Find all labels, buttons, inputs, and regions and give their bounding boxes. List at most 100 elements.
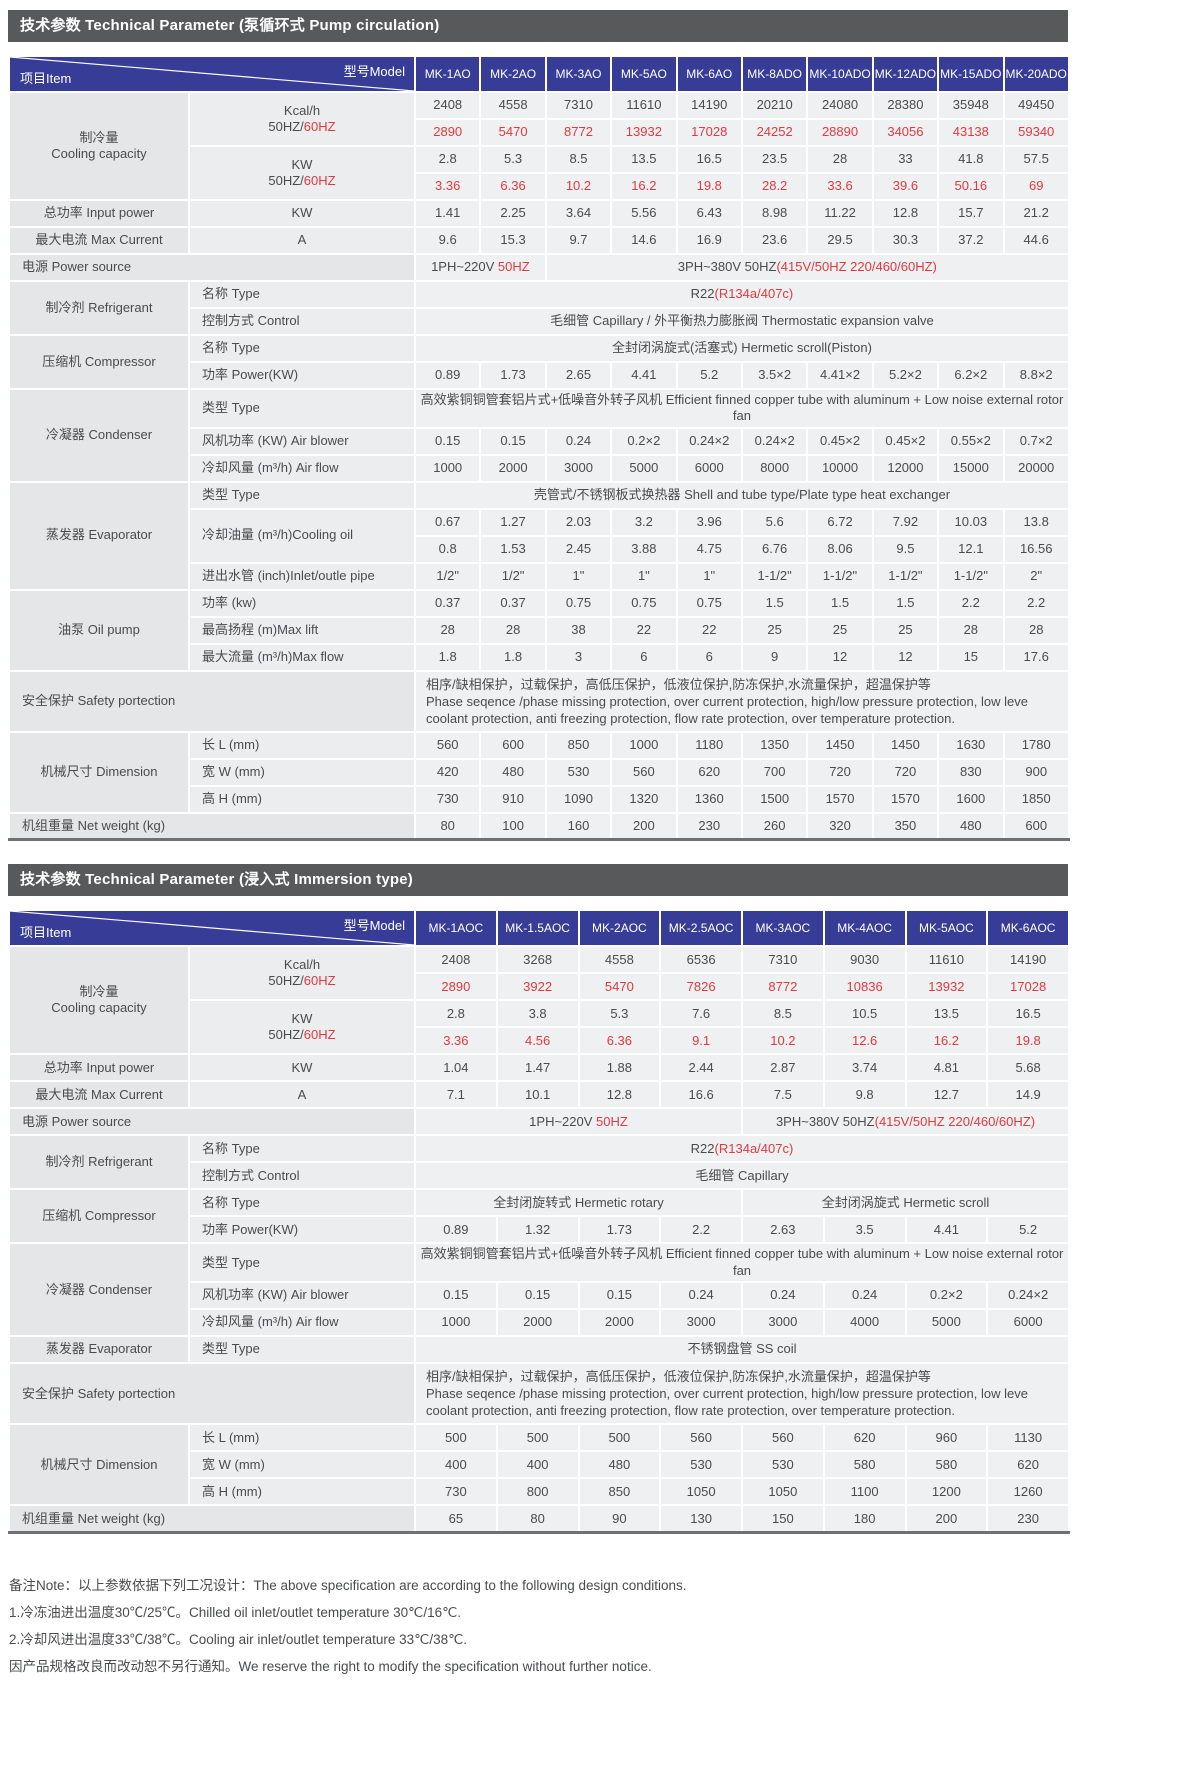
value-cell: 1180	[675, 730, 743, 760]
value-cell: 19.8	[986, 1026, 1070, 1056]
value-cell: 350	[871, 811, 940, 841]
value-cell: 1260	[986, 1477, 1070, 1507]
value-cell: 10.2	[741, 1026, 825, 1056]
value-cell: 230	[986, 1504, 1070, 1534]
group-label: 蒸发器 Evaporator	[8, 480, 190, 591]
value-cell: 1-1/2"	[871, 561, 940, 591]
model-label: 型号Model	[343, 64, 405, 79]
table-row: 安全保护 Safety portection 相序/缺相保护，过载保护，高低压保护…	[8, 1361, 1070, 1426]
value-cell: 4.81	[904, 1053, 989, 1083]
value-cell: 11.22	[806, 199, 874, 228]
red-text-segment: 60HZ	[303, 1027, 336, 1043]
value-cell: 35948	[937, 91, 1005, 120]
value-cell: 500	[577, 1423, 662, 1453]
value-cell: 4.41×2	[806, 361, 874, 390]
table-row: 高 H (mm) 730 800 850 1050 1050 1100 1200 1260	[9, 1477, 1070, 1507]
group-label: 机械尺寸 Dimension	[8, 730, 190, 814]
sub-label: 长 L (mm)	[188, 1423, 416, 1453]
value-cell: 2.8	[414, 999, 498, 1029]
value-cell: 11610	[904, 945, 989, 975]
value-cell: 10.03	[937, 507, 1005, 537]
value-cell: 6	[675, 642, 743, 672]
value-cell: 500	[495, 1423, 580, 1453]
value-cell: 2.2	[659, 1215, 743, 1245]
value-cell: 8.5	[544, 145, 613, 174]
table-row: KW 50HZ/60HZ 2.8 3.8 5.3 7.6 8.5 10.5 13.5 16.5	[9, 999, 1070, 1056]
value-cell: 28	[479, 615, 547, 645]
table-row: 最大流量 (m³/h)Max flow 1.8 1.8 3 6 6 9 12 12 15 17.6	[9, 642, 1070, 672]
value-cell: 5.3	[479, 145, 547, 174]
value-cell: 1000	[414, 1307, 498, 1337]
value-cell: 1-1/2"	[740, 561, 809, 591]
model-column-header: MK-6AO	[675, 55, 743, 93]
sub-label: 类型 Type	[188, 1334, 416, 1364]
value-cell: 24080	[806, 91, 874, 120]
value-cell: 6.43	[675, 199, 743, 228]
span-value-cell: 相序/缺相保护，过载保护，高低压保护，低液位保护,防冻保护,水流量保护，超温保护…	[414, 1361, 1070, 1426]
value-cell: 3000	[659, 1307, 743, 1337]
value-cell: 530	[741, 1450, 825, 1480]
value-cell: 10000	[806, 453, 874, 483]
red-text-segment: (R134a/407c)	[714, 286, 794, 302]
value-cell: 1.53	[479, 534, 547, 564]
table-row: 2890 3922 5470 7826 8772 10836 13932 17028	[9, 972, 1070, 1002]
text-segment: 相序/缺相保护，过载保护，高低压保护，低液位保护,防冻保护,水流量保护，超温保护…	[426, 1368, 931, 1384]
value-cell: 1/2"	[413, 561, 482, 591]
value-cell: 1090	[544, 784, 613, 814]
value-cell: 9030	[822, 945, 907, 975]
table-row: 油泵 Oil pump 功率 (kw) 0.37 0.37 0.75 0.75 0.75 1.…	[8, 588, 1070, 672]
value-cell: 6	[610, 642, 678, 672]
value-cell: 530	[544, 757, 613, 787]
value-cell: 23.6	[740, 226, 809, 255]
value-cell: 1.04	[414, 1053, 498, 1083]
table-row: 最大电流 Max Current A 9.6 15.3 9.7 14.6 16.9 23.6 2…	[8, 226, 1070, 255]
value-cell: 1600	[937, 784, 1005, 814]
value-cell: 1450	[871, 730, 940, 760]
value-cell: 13932	[610, 118, 678, 147]
value-cell: 5000	[904, 1307, 989, 1337]
value-cell: 14190	[986, 945, 1070, 975]
value-cell: 28	[1002, 615, 1070, 645]
value-cell: 1450	[806, 730, 874, 760]
value-cell: 3.96	[675, 507, 743, 537]
value-cell: 12.8	[577, 1080, 662, 1110]
value-cell: 16.2	[904, 1026, 989, 1056]
value-cell: 150	[741, 1504, 825, 1534]
value-cell: 480	[937, 811, 1005, 841]
value-cell: 100	[479, 811, 547, 841]
value-cell: 1100	[822, 1477, 907, 1507]
value-cell: 39.6	[871, 172, 940, 201]
notes-block: 备注Note：以上参数依据下列工况设计：The above specificat…	[8, 1572, 1068, 1680]
value-cell: 15	[937, 642, 1005, 672]
value-cell: 14190	[675, 91, 743, 120]
value-cell: 3.2	[610, 507, 678, 537]
value-cell: 13.5	[904, 999, 989, 1029]
value-cell: 33	[871, 145, 940, 174]
value-cell: 4558	[577, 945, 662, 975]
table-row: 风机功率 (KW) Air blower 0.15 0.15 0.24 0.2×2 0.2…	[9, 426, 1070, 456]
value-cell: 0.24×2	[740, 426, 809, 456]
value-cell: 10836	[822, 972, 907, 1002]
spec-table: 型号Model 项目Item MK-1AOC MK-1.5AOC MK-2AOC MK-2…	[8, 909, 1070, 1534]
value-cell: 2"	[1002, 561, 1070, 591]
value-cell: 2.65	[544, 361, 613, 390]
model-column-header: MK-3AO	[544, 55, 613, 93]
table-row: 总功率 Input power KW 1.41 2.25 3.64 5.56 6.43 8.9…	[8, 199, 1070, 228]
value-cell: 28890	[806, 118, 874, 147]
value-cell: 2890	[413, 118, 482, 147]
text-segment: 3PH~380V 50HZ	[775, 1113, 875, 1129]
model-column-header: MK-20ADO	[1002, 55, 1070, 93]
text-segment: 50HZ/	[268, 119, 304, 134]
table-row: 3.36 6.36 10.2 16.2 19.8 28.2 33.6 39.6 50.16 69	[9, 172, 1070, 201]
value-cell: 28.2	[740, 172, 809, 201]
value-cell: 12	[806, 642, 874, 672]
diagonal-divider	[15, 58, 409, 90]
span-value-cell: 相序/缺相保护，过载保护，高低压保护，低液位保护,防冻保护,水流量保护，超温保护…	[414, 669, 1070, 733]
value-cell: 8.8×2	[1002, 361, 1070, 390]
sub-label: 高 H (mm)	[188, 1477, 416, 1507]
model-column-header: MK-1AO	[413, 55, 482, 93]
value-cell: 830	[937, 757, 1005, 787]
value-cell: 0.67	[413, 507, 482, 537]
text-segment: 3PH~380V 50HZ	[677, 259, 777, 275]
value-cell: 2000	[479, 453, 547, 483]
